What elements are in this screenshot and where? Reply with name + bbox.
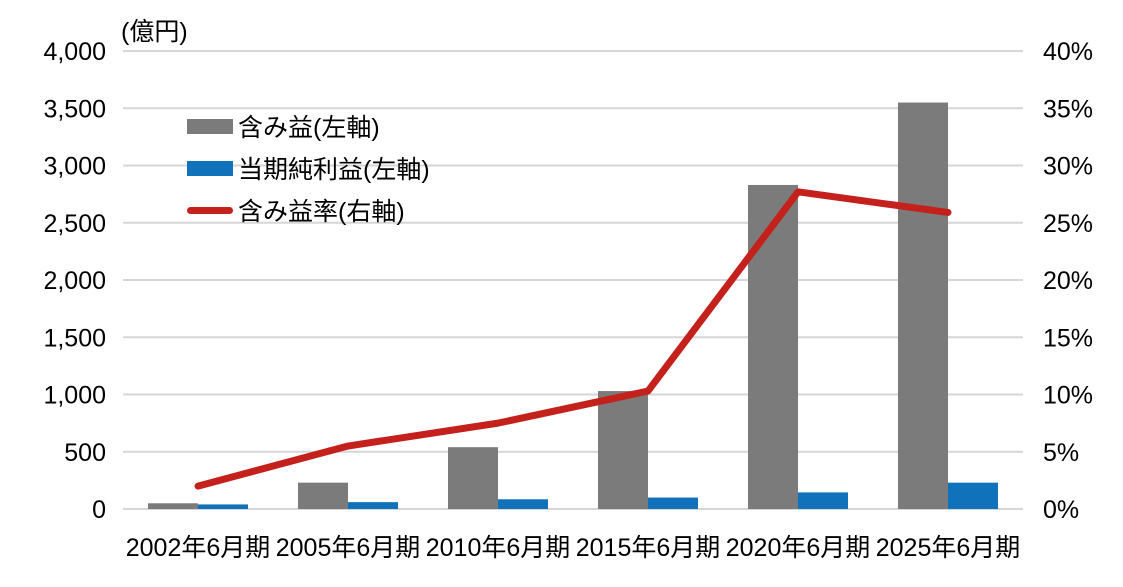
x-axis-category-label: 2010年6月期 [426,534,571,562]
x-axis-category-label: 2002年6月期 [126,534,271,562]
legend-item-unrealized-gain: 含み益(左軸) [187,112,430,142]
right-axis-tick-label: 40% [1043,38,1093,66]
left-axis-tick-label: 4,000 [43,38,106,66]
left-axis-tick-label: 0 [92,496,106,524]
left-axis-tick-label: 500 [64,439,106,467]
bar-unrealized-gain [448,447,498,509]
bar-net-income [348,502,398,509]
right-axis-tick-label: 35% [1043,95,1093,123]
left-axis-tick-label: 2,000 [43,267,106,295]
left-axis-tick-label: 3,000 [43,153,106,181]
x-axis-category-label: 2020年6月期 [726,534,871,562]
left-axis-tick-label: 2,500 [43,210,106,238]
bar-net-income [648,497,698,509]
bar-unrealized-gain [148,503,198,509]
chart-legend: 含み益(左軸) 当期純利益(左軸) 含み益率(右軸) [187,112,430,226]
bar-swatch-blue [187,160,233,176]
x-axis-category-label: 2015年6月期 [576,534,721,562]
bar-net-income [498,499,548,509]
x-axis-category-label: 2025年6月期 [876,534,1021,562]
right-axis-tick-label: 10% [1043,382,1093,410]
left-axis-tick-label: 1,500 [43,324,106,352]
bar-unrealized-gain [298,482,348,509]
legend-label-net-income: 当期純利益(左軸) [238,156,430,184]
line-unrealized-gain-ratio [194,188,952,490]
bar-unrealized-gain [598,391,648,509]
right-axis-tick-label: 15% [1043,324,1093,352]
legend-label-unrealized-gain-ratio: 含み益率(右軸) [238,198,405,226]
left-axis-unit-label: (億円) [121,18,188,46]
x-axis-category-label: 2005年6月期 [276,534,421,562]
right-axis-tick-label: 5% [1043,439,1079,467]
right-axis-tick-label: 20% [1043,267,1093,295]
right-axis-tick-label: 30% [1043,153,1093,181]
right-axis-tick-label: 25% [1043,210,1093,238]
bar-unrealized-gain [898,102,948,510]
right-axis-tick-label: 0% [1043,496,1079,524]
bar-swatch-gray [187,118,233,134]
left-axis-tick-label: 3,500 [43,95,106,123]
left-axis-tick-label: 1,000 [43,382,106,410]
line-swatch-red [187,206,233,214]
legend-label-unrealized-gain: 含み益(左軸) [238,114,380,142]
bar-unrealized-gain [748,184,798,509]
bar-net-income [948,482,998,509]
bar-net-income [798,492,848,509]
legend-item-net-income: 当期純利益(左軸) [187,154,430,184]
bar-net-income [198,504,248,509]
legend-item-unrealized-gain-ratio: 含み益率(右軸) [187,196,430,226]
